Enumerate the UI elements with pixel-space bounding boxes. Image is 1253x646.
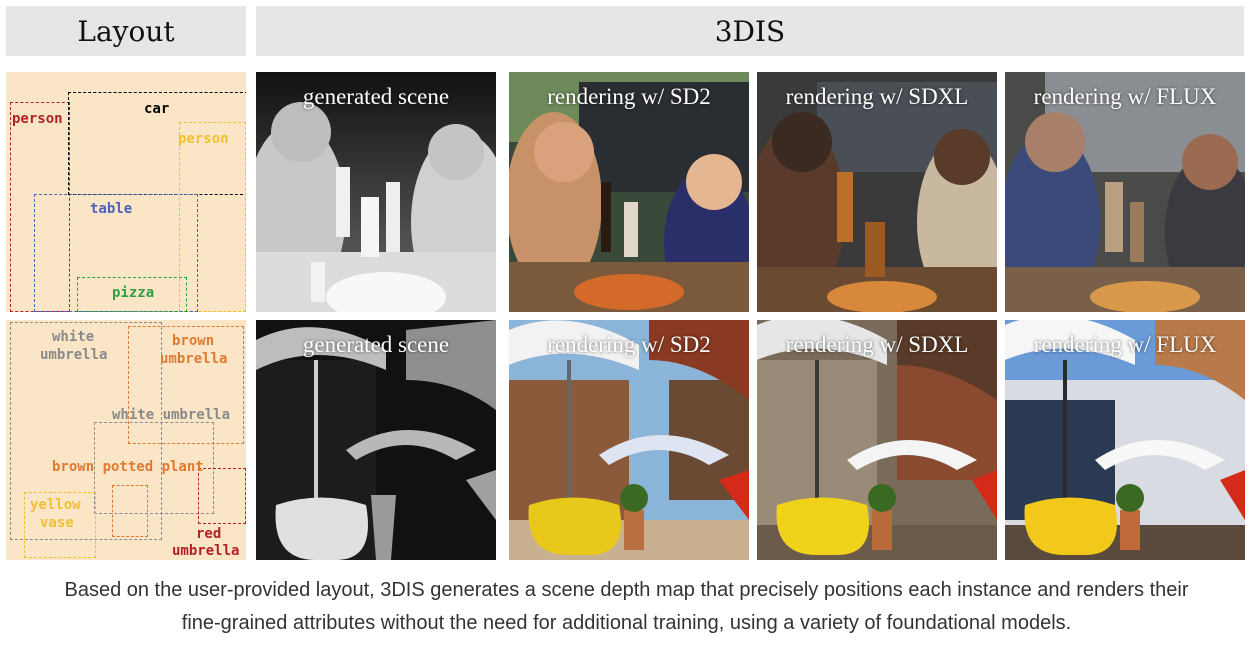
- pizza-box: [77, 277, 187, 312]
- sdxl-title-row1: rendering w/ SDXL: [785, 84, 969, 109]
- white-umbrella-mid-label: white umbrella: [112, 407, 231, 423]
- yellow-vase-label-line1: yellow: [30, 497, 81, 513]
- yellow-vase-box: [24, 492, 96, 558]
- person-right-label: person: [178, 131, 229, 147]
- render-flux-patio-image: [1005, 320, 1245, 560]
- table-label: table: [90, 201, 133, 217]
- sdxl-title-row2: rendering w/ SDXL: [785, 332, 969, 357]
- render-sdxl-patio: rendering w/ SDXL: [757, 320, 997, 560]
- pizza-label: pizza: [112, 285, 155, 301]
- person-right-box: [179, 122, 246, 312]
- render-flux-patio: rendering w/ FLUX: [1005, 320, 1245, 560]
- brown-umbrella-box: [128, 326, 244, 444]
- brown-umbrella-label-line2: umbrella: [160, 351, 228, 367]
- flux-title-row1: rendering w/ FLUX: [1033, 84, 1217, 109]
- potted-plant-box: [112, 485, 148, 537]
- car-label: car: [144, 101, 170, 117]
- depth-map-dinner-image: [256, 72, 496, 312]
- method-column-header: 3DIS: [256, 6, 1244, 56]
- render-sdxl-dinner-image: [757, 72, 997, 312]
- layout-panel-dinner: person car person table pizza: [6, 72, 246, 312]
- brown-umbrella-label-line1: brown: [172, 333, 215, 349]
- depth-map-dinner: generated scene: [256, 72, 496, 312]
- sd2-title-row2: rendering w/ SD2: [547, 332, 711, 357]
- brown-potted-plant-label: brown potted plant: [52, 459, 204, 475]
- render-sdxl-dinner: rendering w/ SDXL: [757, 72, 997, 312]
- red-umbrella-label-line1: red: [196, 526, 222, 542]
- layout-column-header: Layout: [6, 6, 246, 56]
- depth-title-row1: generated scene: [302, 84, 450, 109]
- white-umbrella-label-line1: white: [52, 329, 95, 345]
- white-umbrella-box: [10, 322, 162, 540]
- yellow-vase-label-line2: vase: [40, 515, 74, 531]
- render-sd2-patio: rendering w/ SD2: [509, 320, 749, 560]
- layout-panel-patio: white umbrella brown umbrella white umbr…: [6, 320, 246, 560]
- flux-title-row2: rendering w/ FLUX: [1033, 332, 1217, 357]
- method-header-label: 3DIS: [714, 14, 786, 48]
- render-sd2-dinner: rendering w/ SD2: [509, 72, 749, 312]
- caption-line-2: fine-grained attributes without the need…: [181, 612, 1072, 634]
- red-umbrella-label-line2: umbrella: [172, 543, 240, 559]
- render-sd2-dinner-image: [509, 72, 749, 312]
- depth-title-row2: generated scene: [302, 332, 450, 357]
- depth-map-patio: generated scene: [256, 320, 496, 560]
- sd2-title-row1: rendering w/ SD2: [547, 84, 711, 109]
- depth-map-patio-image: [256, 320, 496, 560]
- person-left-label: person: [12, 111, 63, 127]
- render-flux-dinner: rendering w/ FLUX: [1005, 72, 1245, 312]
- caption-line-1: Based on the user-provided layout, 3DIS …: [64, 579, 1189, 601]
- render-sdxl-patio-image: [757, 320, 997, 560]
- render-flux-dinner-image: [1005, 72, 1245, 312]
- layout-header-label: Layout: [77, 14, 175, 48]
- render-sd2-patio-image: [509, 320, 749, 560]
- white-umbrella-label-line2: umbrella: [40, 347, 108, 363]
- red-umbrella-box: [198, 468, 246, 524]
- figure-caption: Based on the user-provided layout, 3DIS …: [0, 574, 1253, 640]
